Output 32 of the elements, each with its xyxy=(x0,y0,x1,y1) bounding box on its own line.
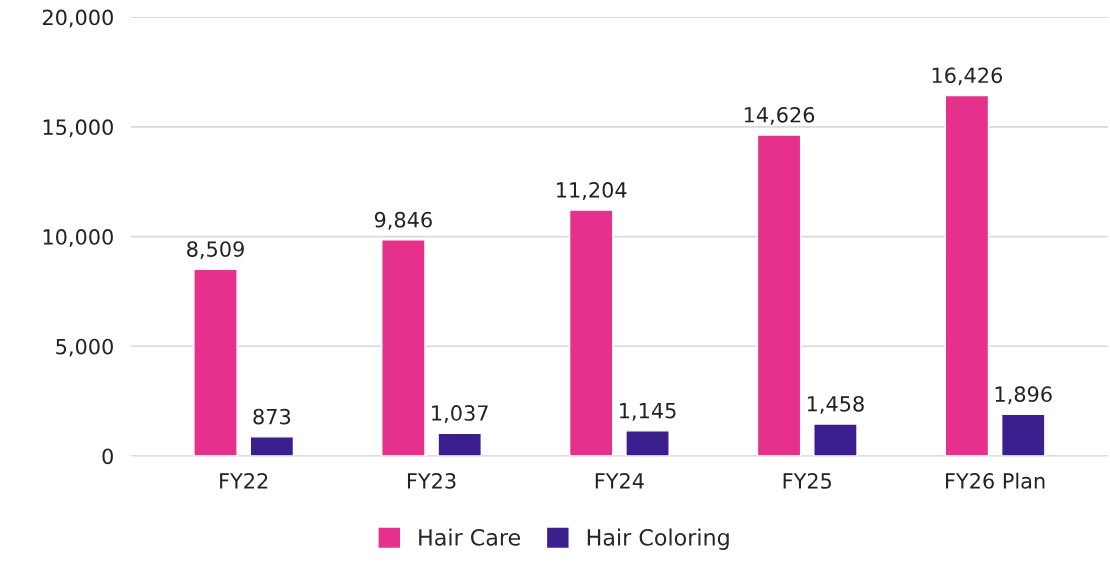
x-tick-label: FY23 xyxy=(407,473,456,489)
bar xyxy=(437,432,483,456)
bar xyxy=(381,239,426,456)
y-tick-label: 20,000 xyxy=(42,9,113,28)
data-label: 1,896 xyxy=(995,386,1052,405)
bar xyxy=(625,430,670,456)
legend-label: Hair Coloring xyxy=(587,528,729,550)
y-tick-label: 5,000 xyxy=(56,338,113,357)
bar xyxy=(249,436,295,456)
legend-label: Hair Care xyxy=(419,528,521,546)
data-label: 11,204 xyxy=(557,182,627,200)
x-tick-label: FY26 Plan xyxy=(946,472,1045,489)
bar xyxy=(944,94,990,456)
data-label: 9,846 xyxy=(374,211,432,230)
data-label: 873 xyxy=(253,408,291,425)
y-tick-label: 0 xyxy=(102,448,113,465)
y-tick-label: 10,000 xyxy=(43,229,113,247)
bar xyxy=(193,268,238,456)
data-label: 1,037 xyxy=(432,405,488,423)
bar xyxy=(756,134,802,456)
x-tick-label: FY24 xyxy=(595,473,644,489)
bar xyxy=(568,209,614,456)
data-label: 16,426 xyxy=(932,67,1003,86)
x-tick-label: FY25 xyxy=(783,473,832,489)
y-tick-label: 15,000 xyxy=(43,119,113,138)
data-label: 1,458 xyxy=(807,395,864,414)
x-tick-label: FY22 xyxy=(220,473,268,489)
data-label: 14,626 xyxy=(744,106,815,125)
data-label: 1,145 xyxy=(620,403,676,421)
data-label: 8,509 xyxy=(187,241,244,260)
bar xyxy=(1000,413,1046,456)
bar xyxy=(813,423,858,456)
